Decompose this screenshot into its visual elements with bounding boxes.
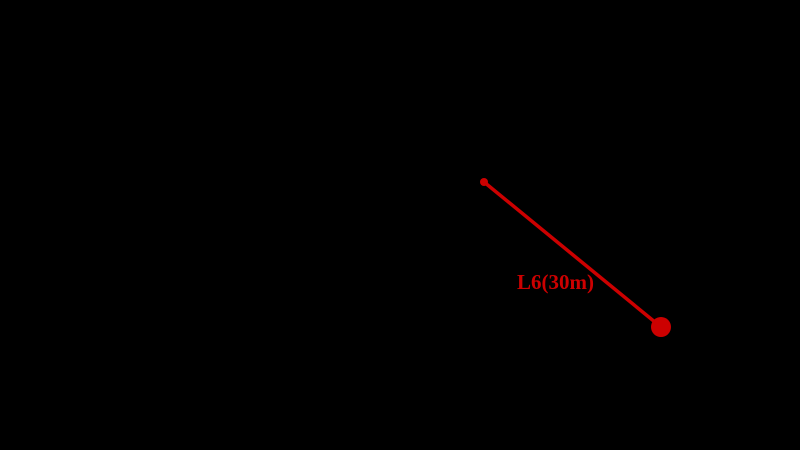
link-distance-label: L6(30m) xyxy=(517,270,594,294)
link-endpoint-start-node xyxy=(480,178,488,186)
link-endpoint-end-node xyxy=(651,317,671,337)
link-line-l6 xyxy=(482,180,663,329)
